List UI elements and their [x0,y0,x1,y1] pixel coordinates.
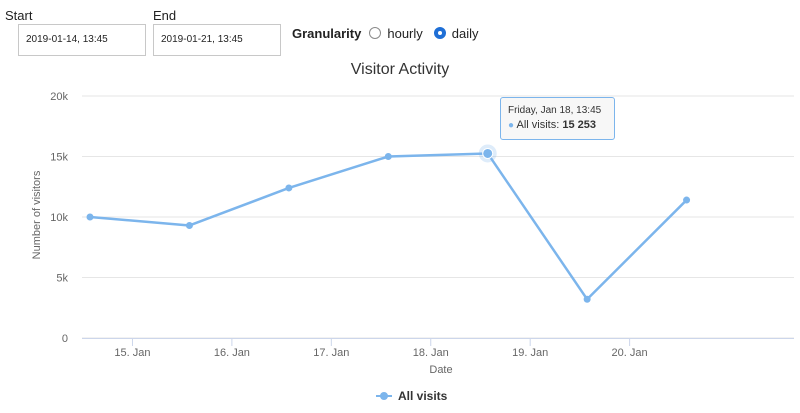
y-tick-label-1: 5k [56,273,68,285]
x-axis-title: Date [429,364,452,376]
y-tick-label-3: 15k [50,152,68,164]
x-tick-label-4: 19. Jan [512,347,548,359]
x-tick-label-5: 20. Jan [612,347,648,359]
end-date-input[interactable]: 2019-01-21, 13:45 [153,24,281,56]
daily-radio[interactable] [433,27,446,39]
x-tick-label-1: 16. Jan [214,347,250,359]
tooltip-series-dot-icon: ● [508,120,515,131]
legend-label: All visits [398,389,448,403]
tooltip-row: ● All visits: 15 253 [508,118,614,133]
y-tick-label-2: 10k [50,212,68,224]
y-axis-title: Number of visitors [31,170,43,259]
start-date-input[interactable]: 2019-01-14, 13:45 [18,24,146,56]
data-point-1 [185,221,193,229]
x-tick-label-3: 18. Jan [413,347,449,359]
y-tick-label-0: 0 [62,333,68,345]
chart-title: Visitor Activity [350,61,450,78]
data-point-5 [583,295,591,303]
data-point-3 [384,153,392,160]
hourly-radio[interactable] [369,27,382,39]
x-tick-label-0: 15. Jan [114,347,150,359]
legend-item-all-visits[interactable]: All visits [376,386,447,406]
granularity-label: Granularity [292,25,362,41]
start-label: Start [5,8,33,23]
data-point-4 [482,147,494,159]
data-point-2 [285,184,293,192]
radio-option-hourly[interactable]: hourly [369,25,423,41]
y-tick-label-4: 20k [50,91,68,103]
data-point-0 [86,213,94,221]
daily-label: daily [451,25,479,41]
tooltip-title: Friday, Jan 18, 13:45 [508,105,602,116]
legend-series-marker-icon [376,392,392,400]
radio-option-daily[interactable]: daily [433,25,479,41]
end-label: End [153,8,177,23]
granularity-group: Granularity hourly daily [292,23,490,43]
data-point-6 [683,196,691,204]
tooltip-value: 15 253 [562,119,596,131]
chart-tooltip: Friday, Jan 18, 13:45 ● All visits: 15 2… [500,97,615,140]
hourly-label: hourly [387,25,423,41]
x-tick-label-2: 17. Jan [313,347,349,359]
tooltip-series-label: All visits: [516,119,560,131]
